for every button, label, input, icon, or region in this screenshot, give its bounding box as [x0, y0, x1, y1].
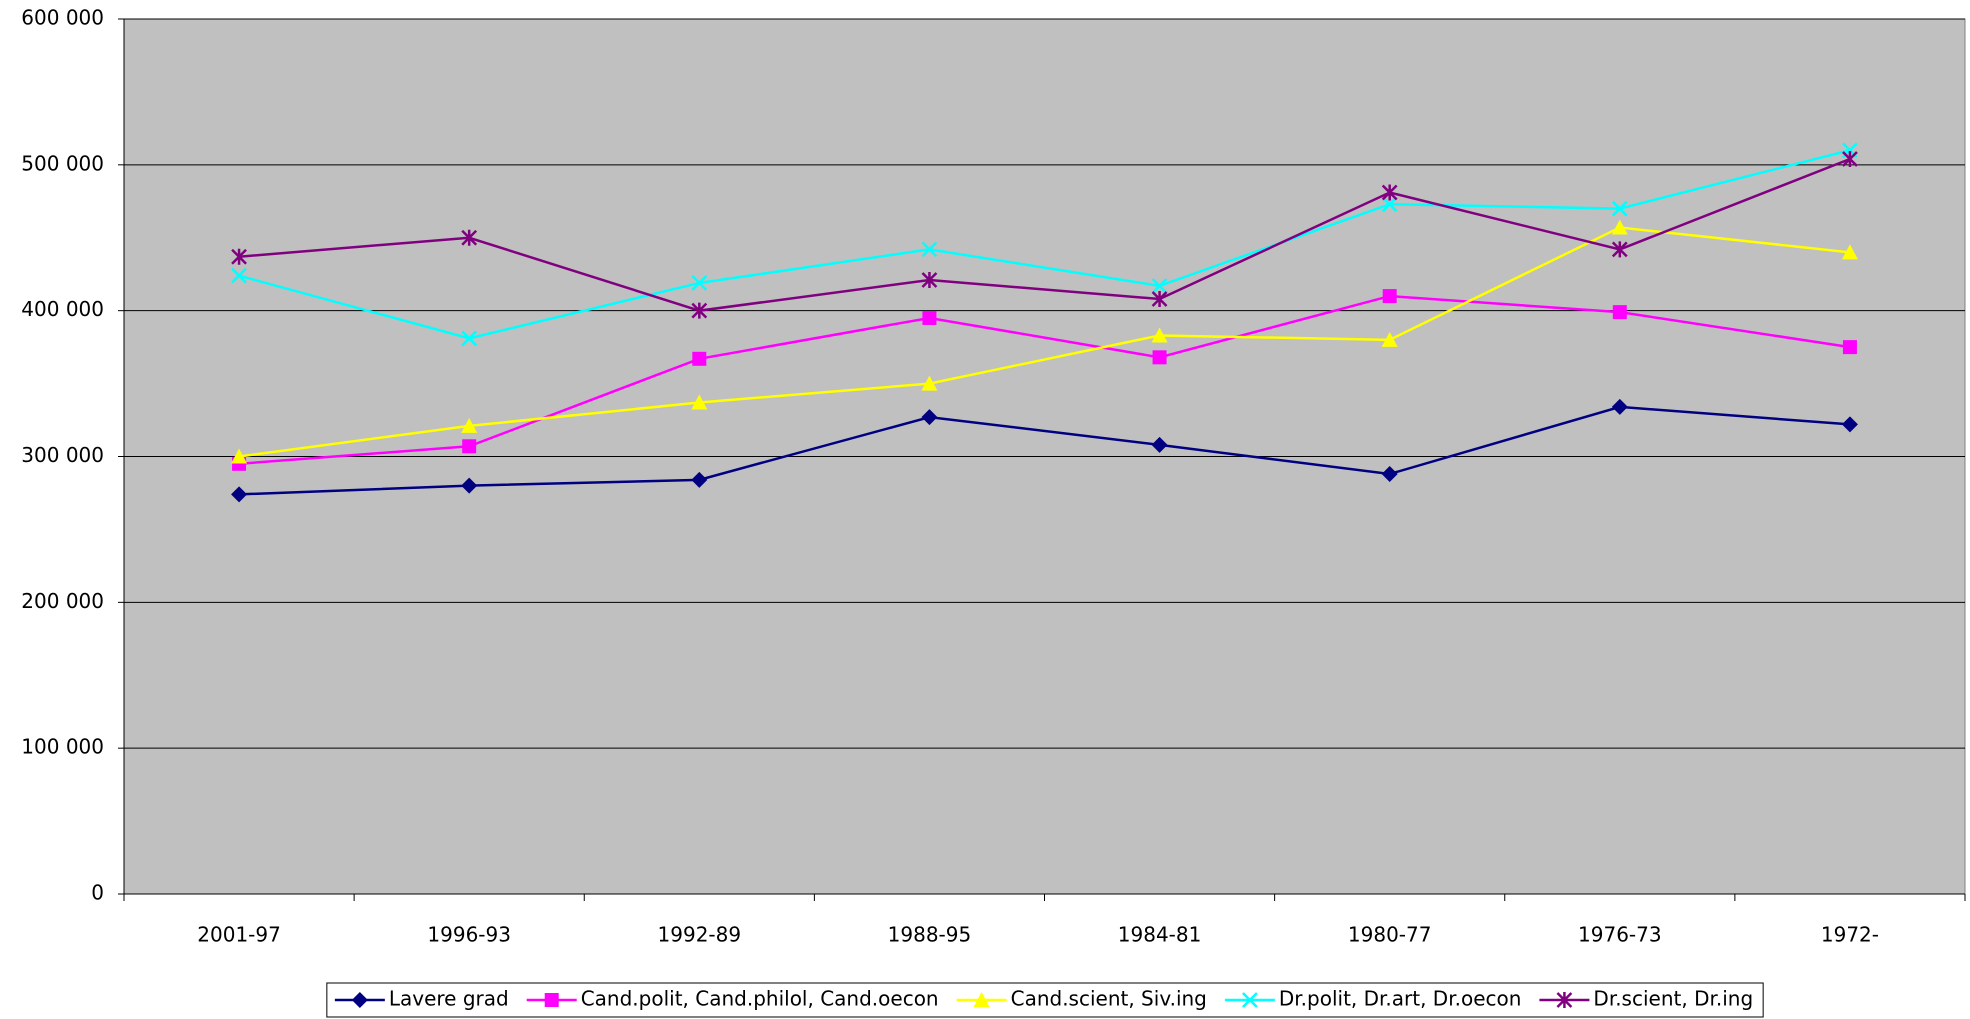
- marker: [921, 241, 938, 258]
- marker: [1381, 196, 1398, 213]
- legend-label: Cand.scient, Siv.ing: [1011, 987, 1207, 1011]
- marker: [1611, 398, 1628, 415]
- series-line: [239, 405, 1851, 496]
- marker: [1556, 992, 1573, 1008]
- x-tick-label: 1984-81: [1118, 923, 1202, 947]
- marker: [1381, 331, 1398, 347]
- marker: [231, 248, 247, 265]
- marker: [461, 477, 478, 494]
- marker: [691, 302, 708, 319]
- marker: [1382, 289, 1397, 304]
- x-tick-label: 1988-95: [888, 923, 972, 947]
- x-tick-label: 1992-89: [658, 923, 742, 947]
- marker: [973, 992, 990, 1007]
- marker: [692, 351, 707, 366]
- y-tick-label: 500 000: [21, 151, 104, 175]
- y-tick-label: 200 000: [21, 589, 104, 613]
- marker: [921, 409, 938, 426]
- marker: [1611, 219, 1628, 235]
- marker: [1151, 327, 1168, 343]
- marker: [1611, 200, 1628, 217]
- marker: [351, 992, 368, 1008]
- y-tick-label: 100 000: [21, 735, 104, 759]
- marker: [691, 275, 708, 291]
- legend-label: Lavere grad: [389, 987, 509, 1011]
- marker: [1842, 151, 1858, 167]
- marker: [462, 439, 477, 454]
- series-line: [238, 226, 1851, 458]
- x-tick-label: 1976-73: [1578, 923, 1662, 947]
- y-tick-label: 600 000: [21, 6, 104, 30]
- x-tick-label: 1996-93: [427, 923, 511, 947]
- y-tick-label: 300 000: [21, 443, 104, 467]
- marker: [461, 417, 478, 433]
- legend-label: Cand.polit, Cand.philol, Cand.oecon: [581, 987, 939, 1011]
- marker: [691, 471, 708, 488]
- x-tick-label: 2001-97: [197, 923, 281, 947]
- y-tick-label: 400 000: [21, 297, 104, 321]
- marker: [1152, 350, 1167, 365]
- marker: [921, 272, 938, 289]
- legend-label: Dr.polit, Dr.art, Dr.oecon: [1279, 987, 1522, 1011]
- marker: [1611, 241, 1628, 258]
- marker: [691, 394, 708, 410]
- x-tick-label: 1980-77: [1348, 923, 1432, 947]
- marker: [1241, 992, 1258, 1008]
- marker: [461, 330, 478, 347]
- marker: [1612, 305, 1627, 320]
- marker: [1841, 244, 1858, 260]
- marker: [231, 267, 247, 284]
- marker: [1151, 436, 1168, 453]
- marker: [1151, 291, 1168, 307]
- x-tick-label: 1972-: [1821, 923, 1879, 947]
- marker: [921, 375, 938, 391]
- marker: [231, 448, 248, 464]
- marker: [544, 993, 559, 1007]
- series-line: [238, 294, 1851, 466]
- marker: [231, 486, 248, 503]
- series-line: [238, 157, 1851, 312]
- legend: Lavere grad Cand.polit, Cand.philol, Cand…: [326, 982, 1764, 1018]
- legend-label: Dr.scient, Dr.ing: [1593, 987, 1753, 1011]
- marker: [1381, 466, 1398, 482]
- marker: [1841, 416, 1858, 433]
- y-tick-label: 0: [91, 881, 104, 905]
- series-line: [238, 149, 1851, 340]
- marker: [922, 310, 937, 325]
- marker: [461, 229, 478, 246]
- marker: [1842, 340, 1857, 355]
- marker: [1381, 184, 1398, 201]
- marker: [1151, 277, 1168, 294]
